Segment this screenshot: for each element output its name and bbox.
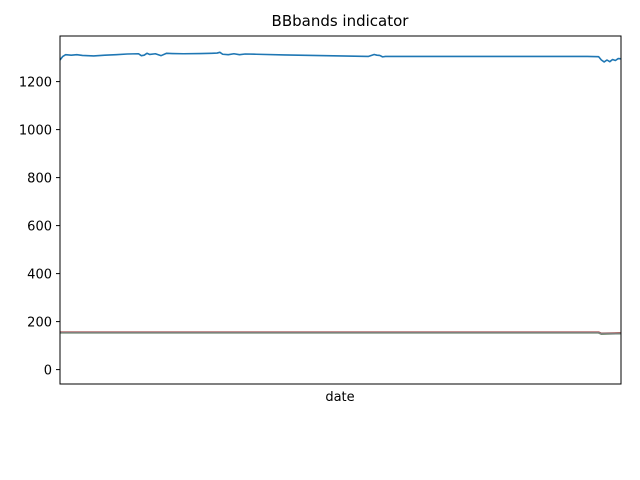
y-tick-label: 600 (27, 220, 52, 235)
y-tick-label: 800 (27, 172, 52, 187)
chart-title: BBbands indicator (272, 12, 410, 30)
y-axis: 0 200 400 600 800 1000 1200 (19, 76, 60, 379)
y-tick-label: 200 (27, 316, 52, 331)
axes-frame (59, 35, 622, 385)
y-tick-label: 1000 (19, 124, 52, 139)
x-axis-label: date (325, 390, 354, 405)
series-layer (59, 51, 622, 335)
y-tick-label: 400 (27, 268, 52, 283)
y-tick-label: 1200 (19, 76, 52, 91)
series-line-7 (60, 331, 622, 335)
y-tick-label: 0 (44, 364, 52, 379)
series-line-1 (59, 51, 622, 63)
